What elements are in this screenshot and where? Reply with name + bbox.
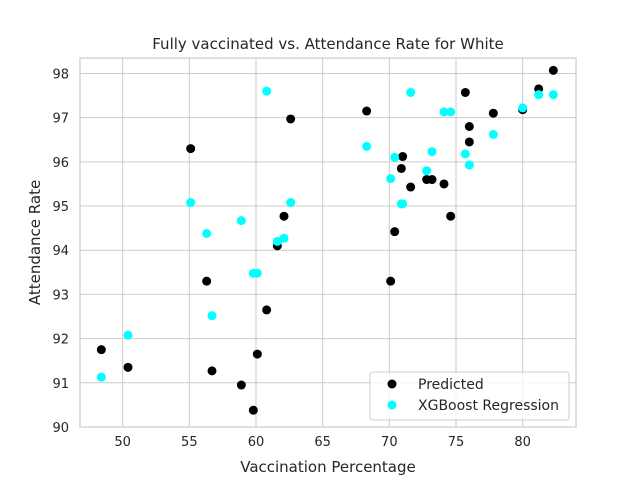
legend-marker-predicted [387, 379, 397, 389]
point-predicted [406, 182, 416, 192]
point-xgboost-regression [123, 330, 133, 340]
point-xgboost-regression [398, 199, 408, 209]
point-xgboost-regression [390, 152, 400, 162]
point-predicted [464, 121, 474, 131]
point-predicted [236, 380, 246, 390]
plot-area [80, 58, 576, 427]
point-xgboost-regression [534, 90, 544, 100]
point-xgboost-regression [406, 87, 416, 97]
point-predicted [186, 144, 196, 154]
legend-label-xgboost-regression: XGBoost Regression [418, 398, 559, 414]
point-xgboost-regression [207, 311, 217, 321]
legend: Predicted XGBoost Regression [369, 371, 570, 421]
point-predicted [390, 227, 400, 237]
y-tick-label: 95 [52, 200, 69, 215]
point-predicted [386, 276, 396, 286]
point-xgboost-regression [262, 86, 272, 96]
point-predicted [446, 211, 456, 221]
point-xgboost-regression [464, 160, 474, 170]
point-predicted [439, 179, 449, 189]
point-predicted [202, 276, 212, 286]
point-xgboost-regression [548, 90, 558, 100]
point-xgboost-regression [518, 103, 528, 113]
x-tick-label: 50 [114, 435, 131, 450]
x-tick-label: 60 [248, 435, 265, 450]
x-tick-label: 75 [448, 435, 465, 450]
point-predicted [460, 87, 470, 97]
y-tick-labels: 90 91 92 93 94 95 96 97 98 [52, 67, 69, 436]
point-xgboost-regression [488, 129, 498, 139]
legend-marker-xgboost-regression [387, 400, 397, 410]
y-tick-label: 98 [52, 67, 69, 82]
legend-box [369, 371, 570, 421]
point-predicted [123, 362, 133, 372]
x-tick-label: 55 [181, 435, 198, 450]
point-predicted [488, 108, 498, 118]
point-predicted [398, 152, 408, 162]
point-xgboost-regression [446, 107, 456, 117]
x-tick-label: 80 [514, 435, 531, 450]
y-tick-label: 91 [52, 377, 69, 392]
point-predicted [286, 114, 296, 124]
x-tick-labels: 50 55 60 65 70 75 80 [114, 435, 531, 450]
point-xgboost-regression [386, 174, 396, 184]
point-predicted [96, 345, 106, 355]
x-tick-label: 65 [314, 435, 331, 450]
plot-frame [79, 57, 577, 428]
y-tick-label: 92 [52, 333, 69, 348]
y-axis-label: Attendance Rate [26, 180, 44, 305]
y-tick-label: 90 [52, 421, 69, 436]
point-xgboost-regression [362, 141, 372, 151]
point-xgboost-regression [279, 233, 289, 243]
point-predicted [362, 106, 372, 116]
point-xgboost-regression [439, 107, 449, 117]
x-tick-label: 70 [381, 435, 398, 450]
point-xgboost-regression [186, 198, 196, 208]
data-points [96, 65, 558, 415]
point-predicted [248, 405, 258, 415]
point-xgboost-regression [202, 228, 212, 238]
chart-title: Fully vaccinated vs. Attendance Rate for… [152, 35, 503, 53]
y-tick-label: 93 [52, 288, 69, 303]
point-xgboost-regression [236, 216, 246, 226]
y-tick-label: 94 [52, 244, 69, 259]
point-predicted [396, 163, 406, 173]
point-predicted [207, 366, 217, 376]
x-axis-label: Vaccination Percentage [240, 458, 416, 476]
point-xgboost-regression [422, 166, 432, 176]
point-xgboost-regression [252, 268, 262, 278]
point-predicted [427, 175, 437, 185]
point-predicted [252, 349, 262, 359]
point-predicted [262, 305, 272, 315]
point-predicted [464, 137, 474, 147]
point-predicted [548, 65, 558, 75]
y-tick-label: 97 [52, 112, 69, 127]
point-xgboost-regression [460, 149, 470, 159]
legend-label-predicted: Predicted [418, 377, 484, 393]
point-xgboost-regression [427, 147, 437, 157]
point-predicted [279, 211, 289, 221]
point-xgboost-regression [286, 198, 296, 208]
series-xgboost-regression [96, 86, 558, 382]
y-tick-label: 96 [52, 156, 69, 171]
point-xgboost-regression [96, 372, 106, 382]
